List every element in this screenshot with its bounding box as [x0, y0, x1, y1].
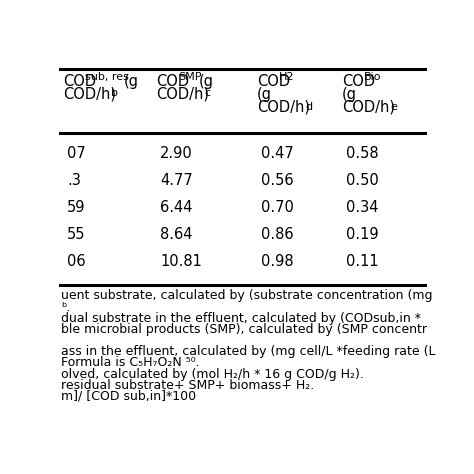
Text: ble microbial products (SMP), calculated by (SMP concentr: ble microbial products (SMP), calculated… [61, 323, 427, 336]
Text: 0.98: 0.98 [261, 254, 293, 269]
Text: c: c [204, 89, 210, 99]
Text: COD/h): COD/h) [342, 100, 395, 115]
Text: 2.90: 2.90 [160, 146, 193, 161]
Text: 4.77: 4.77 [160, 173, 193, 188]
Text: sub, res: sub, res [85, 72, 129, 82]
Text: H2: H2 [279, 72, 294, 82]
Text: 0.56: 0.56 [261, 173, 293, 188]
Text: 0.47: 0.47 [261, 146, 293, 161]
Text: COD: COD [342, 74, 375, 89]
Text: d: d [305, 101, 312, 111]
Text: residual substrate+ SMP+ biomass+ H₂.: residual substrate+ SMP+ biomass+ H₂. [61, 379, 314, 392]
Text: olved, calculated by (mol H₂/h * 16 g COD/g H₂).: olved, calculated by (mol H₂/h * 16 g CO… [61, 367, 364, 381]
Text: COD/h): COD/h) [63, 87, 116, 102]
Text: 55: 55 [67, 227, 85, 242]
Text: 10.81: 10.81 [160, 254, 202, 269]
Text: COD: COD [63, 74, 96, 89]
Text: Bio: Bio [364, 72, 381, 82]
Text: .3: .3 [67, 173, 81, 188]
Text: e: e [390, 101, 397, 111]
Text: 8.64: 8.64 [160, 227, 192, 242]
Text: 0.11: 0.11 [346, 254, 379, 269]
Text: 0.86: 0.86 [261, 227, 293, 242]
Text: b: b [111, 89, 118, 99]
Text: (g: (g [342, 87, 357, 102]
Text: (g: (g [199, 74, 214, 89]
Text: 07: 07 [67, 146, 86, 161]
Text: dual substrate in the effluent, calculated by (CODsub,in *: dual substrate in the effluent, calculat… [61, 312, 421, 325]
Text: ᵇ.: ᵇ. [61, 301, 70, 314]
Text: COD/h): COD/h) [156, 87, 209, 102]
Text: 0.50: 0.50 [346, 173, 379, 188]
Text: COD: COD [257, 74, 290, 89]
Text: 0.70: 0.70 [261, 200, 293, 215]
Text: m]/ [COD sub,in]*100: m]/ [COD sub,in]*100 [61, 390, 196, 403]
Text: 6.44: 6.44 [160, 200, 192, 215]
Text: ass in the effluent, calculated by (mg cell/L *feeding rate (L: ass in the effluent, calculated by (mg c… [61, 345, 435, 358]
Text: 06: 06 [67, 254, 86, 269]
Text: 59: 59 [67, 200, 85, 215]
Text: COD/h): COD/h) [257, 100, 310, 115]
Text: COD: COD [156, 74, 189, 89]
Text: 0.58: 0.58 [346, 146, 379, 161]
Text: (g: (g [257, 87, 272, 102]
Text: SMP: SMP [178, 72, 201, 82]
Text: 0.34: 0.34 [346, 200, 379, 215]
Text: 0.19: 0.19 [346, 227, 379, 242]
Text: (g: (g [124, 74, 138, 89]
Text: Formula is C₅H₇O₂N ⁵⁰.: Formula is C₅H₇O₂N ⁵⁰. [61, 356, 200, 369]
Text: uent substrate, calculated by (substrate concentration (mg: uent substrate, calculated by (substrate… [61, 290, 432, 302]
